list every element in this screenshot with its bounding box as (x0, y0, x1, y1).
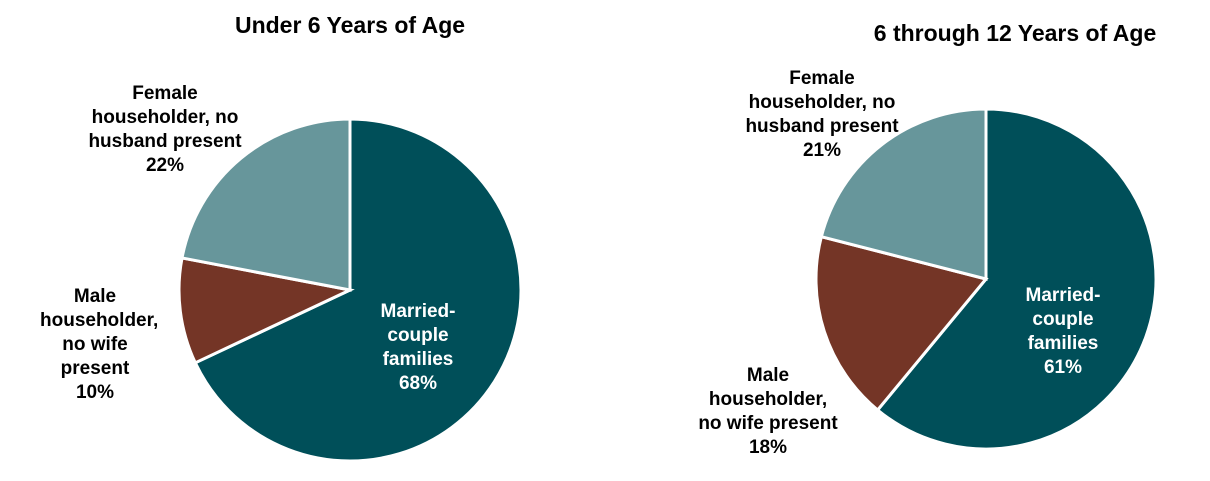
slice-label: Married-couple families 68% (363, 300, 473, 396)
category-label: Married-couple families (380, 301, 456, 370)
pie-slice (875, 107, 1158, 451)
chart-title: 6 through 12 Years of Age (873, 20, 1157, 46)
value-label: 61% (1043, 357, 1083, 378)
slice-label: Male householder, no wife present 10% (40, 285, 159, 405)
value-label: 68% (398, 373, 438, 394)
slice-label: Married-couple families 61% (1008, 284, 1118, 380)
pie-slice (177, 256, 355, 365)
category-label: Male householder, no wife present (40, 286, 159, 379)
pie-slice (814, 234, 989, 413)
slice-label: Male householder, no wife present 18% (698, 364, 838, 460)
slice-label: Female householder, no husband present 21… (732, 67, 912, 163)
category-label: Female householder, no husband present (88, 83, 242, 152)
pie-slice (819, 107, 988, 281)
pie-slice (180, 117, 352, 292)
slice-label: Female householder, no husband present 22… (75, 82, 255, 178)
value-label: 22% (145, 155, 185, 176)
category-label: Male householder, no wife present (698, 365, 838, 434)
value-label: 18% (748, 437, 788, 458)
chart-title: Under 6 Years of Age (234, 12, 466, 38)
value-label: 10% (75, 382, 115, 403)
value-label: 21% (802, 140, 842, 161)
pie-slice (193, 117, 523, 463)
category-label: Married-couple families (1025, 285, 1101, 354)
category-label: Female householder, no husband present (745, 68, 899, 137)
